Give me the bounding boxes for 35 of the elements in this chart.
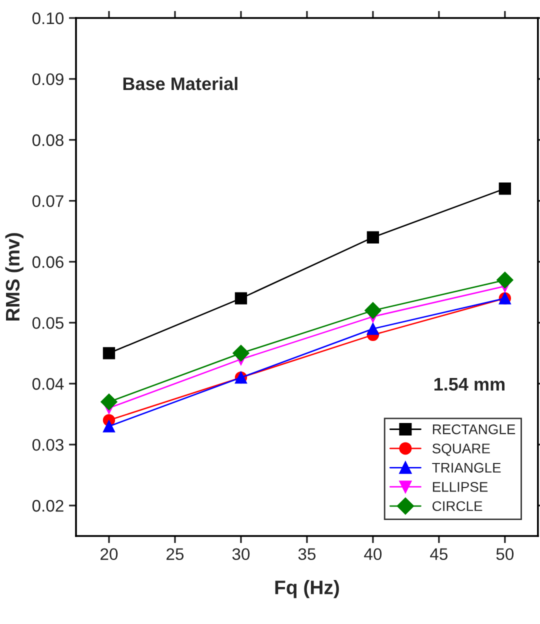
x-tick-label: 25 [166, 548, 184, 560]
y-tick-label: 0.08 [32, 134, 64, 146]
point [100, 394, 118, 410]
y-tick-label: 0.03 [32, 438, 64, 451]
point [232, 344, 250, 362]
point [498, 182, 511, 195]
point [234, 292, 248, 304]
legend-label: SQUARE [432, 444, 490, 456]
x-tick-label: 30 [232, 548, 250, 560]
legend-label: ELLIPSE [432, 482, 488, 492]
legend-label: RECTANGLE [432, 424, 516, 434]
point [366, 231, 380, 244]
annotation: 1.54 mm [434, 378, 504, 391]
x-tick-label: 35 [298, 548, 316, 560]
point [102, 347, 116, 360]
y-axis-title: RMS (mv) [5, 233, 24, 321]
y-tick-label: 0.04 [32, 378, 64, 390]
point [496, 272, 514, 288]
point [364, 302, 382, 319]
point [366, 322, 380, 335]
legend-label: TRIANGLE [432, 462, 501, 473]
y-tick-label: 0.05 [32, 317, 64, 329]
x-axis-title: Fq (Hz) [275, 580, 339, 598]
legend-label: CIRCLE [432, 501, 482, 512]
y-tick-label: 0.02 [32, 500, 64, 512]
y-tick-label: 0.10 [32, 12, 64, 24]
x-tick-label: 50 [496, 548, 514, 560]
x-tick-label: 45 [430, 548, 448, 560]
y-tick-label: 0.07 [32, 195, 64, 208]
y-tick-label: 0.06 [32, 256, 64, 268]
point [102, 420, 116, 432]
x-tick-label: 20 [100, 548, 118, 560]
y-tick-label: 0.09 [32, 73, 64, 86]
x-tick-label: 40 [364, 548, 382, 560]
annotation: Base Material [123, 76, 238, 90]
